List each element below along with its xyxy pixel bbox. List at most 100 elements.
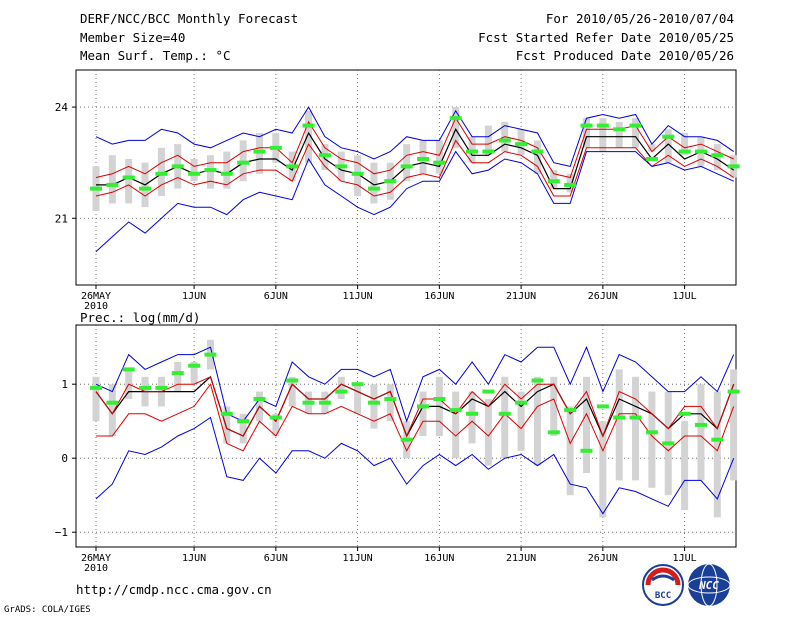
- obs-marker: [302, 123, 315, 128]
- obs-marker: [645, 156, 658, 161]
- ensemble-box: [223, 151, 231, 189]
- ensemble-box: [386, 384, 394, 422]
- obs-marker: [139, 186, 152, 191]
- x-tick-label: 16JUN: [424, 553, 454, 564]
- obs-marker: [351, 382, 364, 387]
- x-tick-label: 26JUN: [588, 291, 618, 302]
- obs-marker: [106, 400, 119, 405]
- ensemble-box: [403, 144, 411, 182]
- series-ensemble-max: [95, 345, 735, 423]
- x-tick-label: 26MAY: [81, 553, 111, 564]
- y-tick-label: 1: [61, 378, 68, 391]
- obs-marker: [220, 411, 233, 416]
- x-tick-label: 26JUN: [588, 553, 618, 564]
- x-tick-label: 16JUN: [424, 291, 454, 302]
- obs-marker: [580, 123, 593, 128]
- series-ensemble-mean: [95, 375, 735, 438]
- ensemble-box: [550, 376, 558, 436]
- ensemble-box: [190, 362, 198, 385]
- variable-label: Mean Surf. Temp.: °C: [80, 48, 231, 63]
- obs-marker: [498, 138, 511, 143]
- obs-marker: [318, 153, 331, 158]
- y-tick-label: 0: [61, 452, 68, 465]
- ensemble-box: [681, 421, 689, 510]
- ncc-logo-lat: [687, 576, 731, 594]
- ensemble-box: [697, 384, 705, 481]
- obs-marker: [531, 149, 544, 154]
- series-ensemble-mean: [96, 128, 735, 190]
- obs-marker: [417, 404, 429, 409]
- series-ensemble-min: [95, 150, 734, 252]
- ensemble-box: [484, 399, 492, 466]
- obs-marker: [400, 164, 413, 169]
- ensemble-box: [354, 384, 362, 414]
- obs-marker: [564, 408, 577, 413]
- ensemble-box: [239, 413, 247, 444]
- obs-marker: [515, 400, 528, 405]
- obs-marker: [384, 397, 397, 401]
- forecast-period: For 2010/05/26-2010/07/04: [545, 11, 734, 26]
- y-tick-label: 24: [55, 101, 69, 114]
- obs-marker: [711, 437, 724, 442]
- obs-marker: [645, 430, 658, 435]
- x-tick-label: 21JUN: [506, 291, 536, 302]
- obs-marker: [400, 437, 413, 442]
- ensemble-box: [190, 158, 198, 182]
- member-size: Member Size=40: [80, 30, 186, 45]
- obs-marker: [286, 164, 299, 169]
- obs-marker: [417, 156, 429, 161]
- obs-marker: [90, 186, 102, 191]
- ensemble-box: [730, 369, 738, 481]
- footer-url[interactable]: http://cmdp.ncc.cma.gov.cn: [76, 582, 272, 597]
- obs-marker: [171, 371, 184, 376]
- panel-temp: 26MAY 1JUN 6JUN 11JUN 16JUN 21JUN 26JUN 1JUL 201…: [55, 69, 740, 312]
- y-tick-label: −1: [55, 526, 68, 539]
- obs-marker: [694, 422, 707, 427]
- x-year-label: 2010: [84, 563, 108, 574]
- obs-marker: [155, 171, 168, 176]
- fcst-started-date: Fcst Started Refer Date 2010/05/25: [478, 30, 734, 45]
- ensemble-box: [174, 362, 182, 392]
- obs-marker: [547, 430, 560, 435]
- obs-marker: [318, 400, 331, 405]
- ensemble-box: [681, 133, 689, 156]
- obs-marker: [384, 179, 397, 184]
- obs-marker: [515, 142, 528, 147]
- ncc-logo-lon: [700, 563, 718, 607]
- ensemble-box: [533, 140, 541, 174]
- ensemble-box: [599, 118, 607, 152]
- obs-marker: [547, 179, 560, 184]
- bcc-logo-arc: [645, 567, 681, 586]
- obs-marker: [596, 404, 609, 409]
- ensemble-box: [566, 406, 574, 496]
- obs-marker: [269, 415, 282, 420]
- obs-marker: [449, 116, 462, 121]
- obs-marker: [466, 411, 479, 416]
- series-ensemble-min: [95, 416, 735, 515]
- obs-marker: [253, 149, 266, 154]
- obs-marker: [629, 123, 642, 128]
- obs-marker: [106, 182, 119, 187]
- prec-axis-label: Prec.: log(mm/d): [80, 310, 200, 325]
- x-tick-label: 6JUN: [264, 291, 288, 302]
- ensemble-box: [108, 384, 116, 436]
- ensemble-box: [484, 125, 492, 156]
- x-tick-label: 1JUN: [182, 553, 206, 564]
- ensemble-box: [288, 376, 296, 407]
- obs-marker: [90, 385, 102, 390]
- series-spread-lower: [95, 139, 734, 197]
- series-spread-lower: [96, 383, 735, 453]
- x-tick-label: 11JUN: [343, 291, 373, 302]
- ensemble-box: [583, 118, 590, 148]
- obs-marker: [662, 134, 675, 139]
- obs-marker: [155, 385, 168, 390]
- ensemble-box: [664, 129, 672, 163]
- obs-marker: [286, 378, 299, 383]
- obs-marker: [531, 378, 544, 383]
- ensemble-box: [632, 118, 640, 148]
- obs-marker: [204, 352, 217, 357]
- obs-marker: [139, 385, 152, 390]
- obs-marker: [204, 168, 217, 173]
- obs-marker: [433, 160, 446, 165]
